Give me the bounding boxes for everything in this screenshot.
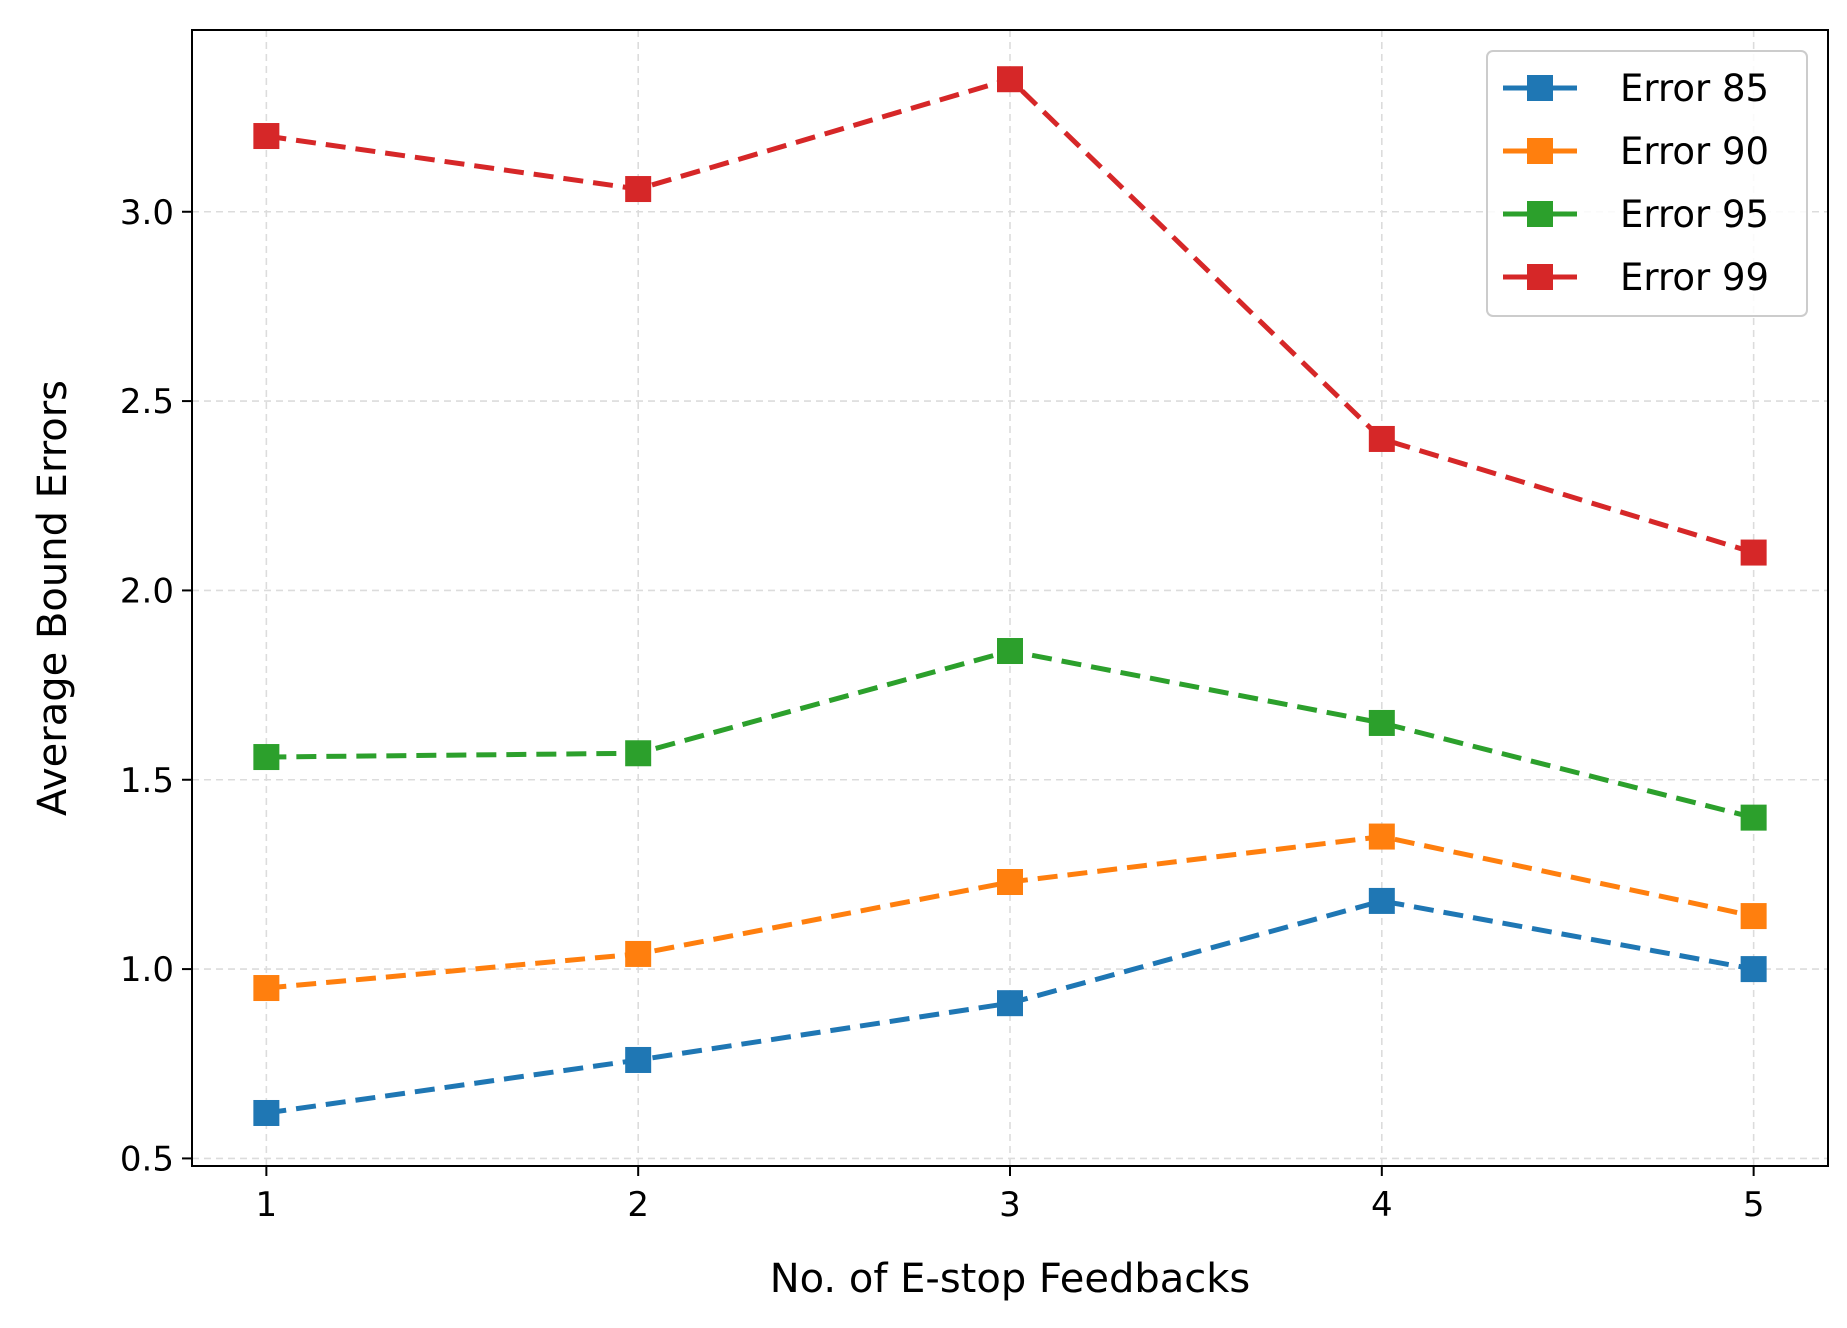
data-point-marker — [1740, 804, 1767, 831]
grid — [192, 30, 1828, 1166]
data-point-marker — [1740, 956, 1767, 983]
legend-item: Error 95 — [1503, 193, 1769, 236]
data-point-marker — [1368, 709, 1395, 736]
legend-marker — [1527, 75, 1553, 101]
y-tick-label: 2.0 — [120, 571, 174, 611]
legend-label: Error 90 — [1620, 130, 1769, 173]
data-point-marker — [253, 123, 280, 150]
x-tick-label: 3 — [999, 1185, 1021, 1225]
data-point-marker — [253, 744, 280, 771]
data-point-marker — [997, 66, 1023, 93]
data-point-marker — [1740, 539, 1767, 566]
data-point-marker — [625, 176, 652, 203]
legend-box — [1486, 50, 1808, 317]
x-tick-label: 2 — [627, 1185, 649, 1225]
y-tick-label: 1.5 — [120, 761, 174, 801]
legend-marker — [1527, 264, 1553, 290]
data-point-marker — [253, 975, 280, 1002]
y-tick-label: 1.0 — [120, 950, 174, 990]
data-point-marker — [1368, 887, 1395, 914]
data-point-marker — [1368, 425, 1395, 452]
y-tick-label: 0.5 — [120, 1139, 174, 1179]
x-tick-label: 1 — [256, 1185, 278, 1225]
series-error-90 — [253, 823, 1767, 1002]
y-tick-label: 2.5 — [120, 382, 174, 422]
legend-label: Error 95 — [1620, 193, 1769, 236]
data-point-marker — [997, 869, 1023, 895]
data-point-marker — [625, 740, 652, 767]
legend: Error 85 Error 90 Error 95 Error 99 — [1486, 50, 1808, 317]
data-point-marker — [625, 940, 652, 967]
data-point-marker — [253, 1099, 280, 1126]
series-layer — [253, 66, 1767, 1126]
data-point-marker — [1368, 823, 1395, 850]
x-axis-label: No. of E-stop Feedbacks — [770, 1256, 1251, 1302]
data-point-marker — [1740, 903, 1767, 930]
series-error-99 — [253, 66, 1767, 566]
y-tick-label: 3.0 — [120, 193, 174, 233]
x-tick-label: 4 — [1371, 1185, 1393, 1225]
data-point-marker — [625, 1046, 652, 1073]
legend-marker — [1527, 138, 1553, 164]
legend-label: Error 85 — [1620, 67, 1769, 110]
legend-item: Error 99 — [1503, 256, 1769, 299]
y-axis-label: Average Bound Errors — [30, 380, 76, 816]
data-point-marker — [997, 990, 1023, 1017]
legend-label: Error 99 — [1620, 256, 1769, 299]
legend-item: Error 90 — [1503, 130, 1769, 173]
legend-marker — [1527, 201, 1553, 227]
data-point-marker — [997, 638, 1023, 665]
x-tick-label: 5 — [1743, 1185, 1765, 1225]
series-error-85 — [253, 887, 1767, 1126]
series-error-95 — [253, 638, 1767, 831]
axis-ticks: 1 2 3 4 5 0.5 1.0 1.5 2.0 2.5 3.0 — [120, 193, 1765, 1225]
legend-item: Error 85 — [1503, 67, 1769, 110]
